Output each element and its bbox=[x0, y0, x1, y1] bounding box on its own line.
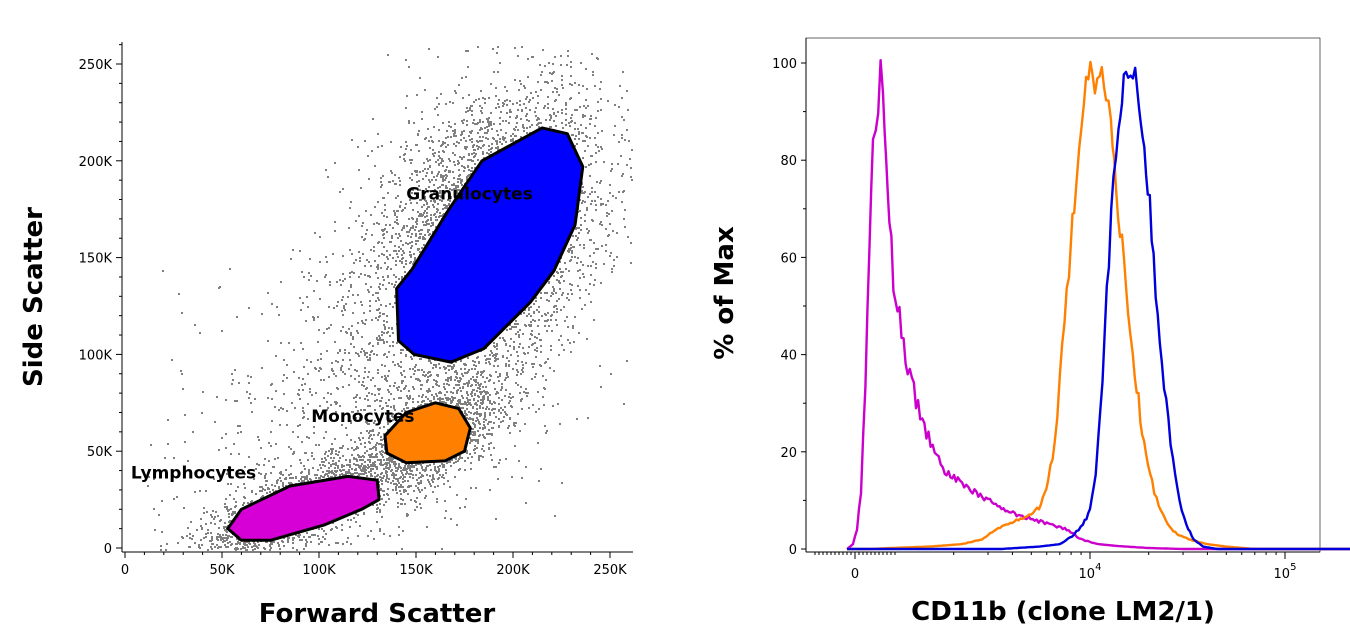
scatter-y-axis-title: Side Scatter bbox=[19, 207, 49, 387]
gate-label-lymphocytes: Lymphocytes bbox=[131, 463, 256, 483]
scatter-y-tick-label: 150K bbox=[79, 252, 113, 267]
scatter-y-tick-label: 200K bbox=[79, 155, 113, 170]
histogram-x-tick-base: 10 bbox=[1274, 567, 1291, 582]
scatter-y-tick-label: 100K bbox=[79, 348, 113, 363]
histogram-y-tick-label: 0 bbox=[789, 543, 797, 558]
histogram-y-tick-label: 100 bbox=[772, 57, 797, 72]
scatter-x-tick-label: 150K bbox=[399, 563, 433, 578]
histogram-x-tick-exponent: 5 bbox=[1290, 562, 1296, 573]
scatter-y-ticks: 0 50K 100K 150K 200K 250K bbox=[79, 44, 122, 557]
histogram-y-tick-label: 20 bbox=[780, 446, 797, 461]
histogram-x-tick-label: 0 bbox=[851, 567, 859, 582]
histogram-series-line-2 bbox=[847, 66, 1350, 551]
scatter-x-tick-label: 200K bbox=[496, 563, 530, 578]
histogram-x-tick-base: 0 bbox=[851, 567, 859, 582]
histogram-x-tick-exponent: 4 bbox=[1095, 562, 1101, 573]
histogram-y-tick-label: 80 bbox=[780, 154, 797, 169]
histogram-y-tick-label: 40 bbox=[780, 349, 797, 364]
gate-label-granulocytes: Granulocytes bbox=[406, 185, 532, 205]
histogram-y-ticks: 0 20 40 60 80 100 bbox=[772, 57, 806, 558]
scatter-y-tick-label: 250K bbox=[79, 58, 113, 73]
histogram-y-tick-label: 60 bbox=[780, 251, 797, 266]
scatter-y-tick-label: 50K bbox=[87, 445, 113, 460]
scatter-x-tick-label: 100K bbox=[302, 563, 336, 578]
histogram-x-tick-base: 10 bbox=[1079, 567, 1096, 582]
gate-label-monocytes: Monocytes bbox=[311, 407, 414, 427]
scatter-x-tick-label: 0 bbox=[121, 563, 129, 578]
scatter-y-tick-label: 0 bbox=[104, 542, 112, 557]
scatter-x-ticks: 0 50K 100K 150K 200K 250K bbox=[121, 552, 627, 578]
histogram-x-ticks: 0 104 105 bbox=[814, 552, 1297, 582]
scatter-gates: Granulocytes Monocytes Lymphocytes bbox=[131, 126, 585, 542]
histogram-series bbox=[846, 59, 1350, 551]
histogram-x-tick-label: 104 bbox=[1079, 562, 1102, 582]
gate-monocytes bbox=[383, 401, 472, 465]
scatter-x-tick-label: 250K bbox=[593, 563, 627, 578]
gate-granulocytes bbox=[395, 126, 585, 364]
scatter-x-axis-title: Forward Scatter bbox=[259, 599, 496, 629]
gate-lymphocytes bbox=[226, 474, 381, 542]
histogram-x-axis-title: CD11b (clone LM2/1) bbox=[911, 597, 1215, 627]
histogram-y-axis-title: % of Max bbox=[710, 226, 740, 360]
histogram-x-tick-label: 105 bbox=[1274, 562, 1297, 582]
scatter-x-tick-label: 50K bbox=[209, 563, 235, 578]
scatter-plot-panel: Granulocytes Monocytes Lymphocytes 0 50K 100… bbox=[19, 42, 633, 629]
